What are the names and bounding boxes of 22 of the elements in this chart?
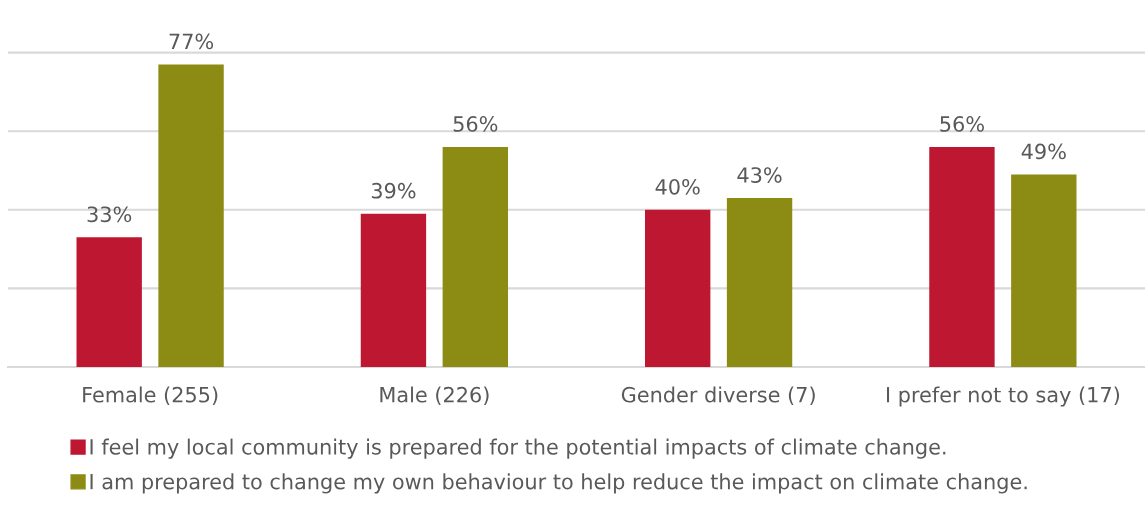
bar [360, 213, 427, 367]
data-label: 33% [87, 206, 132, 223]
data-label: 56% [453, 116, 498, 132]
data-label: 49% [1021, 143, 1066, 160]
data-label: 77% [169, 33, 214, 50]
bar [929, 146, 995, 367]
bar [158, 64, 224, 367]
data-label: 56% [940, 116, 984, 132]
x-tick-label: Female (255) [83, 386, 218, 406]
bar [645, 209, 711, 367]
x-tick-label: Male (226) [380, 386, 489, 406]
legend-label: I feel my local community is prepared for the potential impacts of climate change. [90, 438, 946, 459]
legend-label: I am prepared to change my own behaviour to help reduce the impact on climate change. [90, 473, 1027, 494]
data-label: 40% [655, 178, 700, 195]
x-tick-label: I prefer not to say (17) [886, 386, 1120, 407]
bar [1011, 174, 1077, 367]
bar [442, 146, 508, 367]
bar [76, 237, 142, 367]
x-tick-label: Gender diverse (7) [621, 386, 815, 406]
bar [726, 198, 793, 367]
data-label: 43% [737, 167, 782, 183]
data-label: 39% [371, 182, 416, 199]
